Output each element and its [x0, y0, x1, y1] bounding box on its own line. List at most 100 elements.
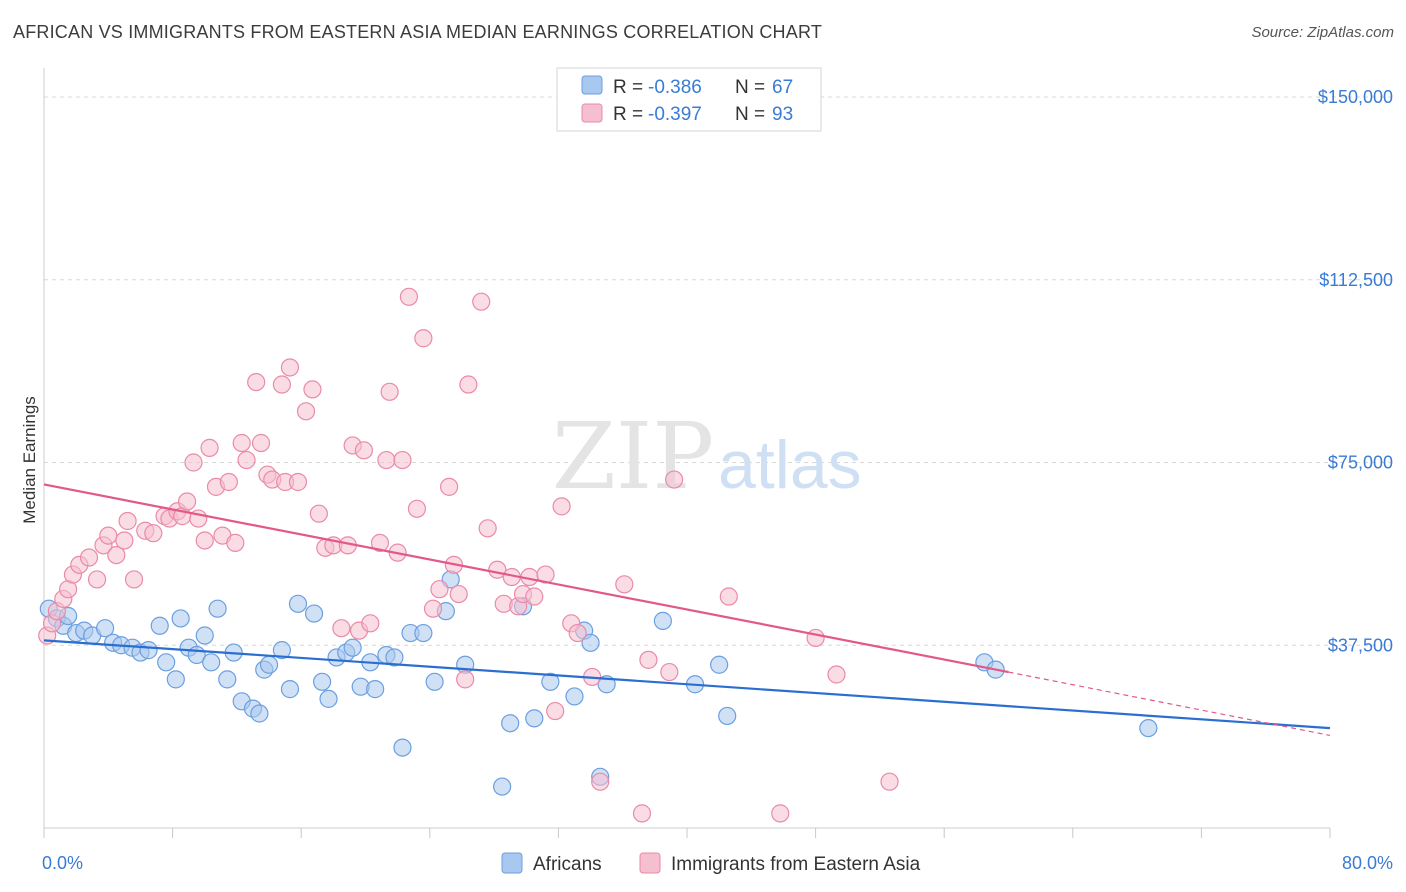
trend-line-1: [43, 483, 1009, 674]
immigrants-point-90: [827, 665, 846, 684]
immigrants-point-29: [226, 533, 245, 553]
immigrants-point-87: [719, 587, 738, 606]
immigrants-point-39: [288, 472, 308, 492]
immigrants-point-88: [771, 804, 790, 823]
africans-point-60: [653, 611, 672, 630]
y-tick-label-1: $75,000: [1328, 453, 1393, 473]
immigrants-point-84: [639, 650, 658, 669]
africans-point-55: [565, 687, 584, 706]
legend-r-value-2: -0.397: [648, 104, 702, 125]
immigrants-point-24: [195, 531, 214, 550]
immigrants-point-14: [124, 570, 144, 589]
immigrants-point-81: [591, 772, 610, 791]
immigrants-point-49: [354, 441, 373, 460]
africans-point-12: [139, 641, 158, 660]
trend-line-0: [43, 639, 1331, 730]
series-legend-swatch-africans: [501, 852, 523, 874]
immigrants-point-55: [393, 450, 412, 470]
africans-point-20: [202, 653, 221, 672]
immigrants-point-82: [615, 575, 634, 594]
immigrants-point-30: [232, 433, 251, 453]
africans-point-46: [425, 672, 444, 691]
x-tick-label-max: 80.0%: [1342, 853, 1393, 873]
africans-point-33: [312, 672, 332, 691]
chart-title: AFRICAN VS IMMIGRANTS FROM EASTERN ASIA …: [13, 22, 823, 42]
immigrants-point-57: [407, 499, 427, 518]
immigrants-point-86: [665, 470, 684, 489]
immigrants-point-91: [880, 772, 899, 791]
legend-n-value-2: 93: [772, 104, 793, 125]
immigrants-point-56: [399, 287, 419, 306]
y-tick-label-3: $150,000: [1318, 87, 1393, 107]
immigrants-point-67: [478, 519, 497, 538]
legend-r-label-1: R =: [613, 77, 643, 98]
legend-r-value-1: -0.386: [648, 77, 702, 98]
x-axis-ticks: [43, 828, 1331, 838]
immigrants-point-38: [280, 358, 300, 377]
africans-point-62: [710, 655, 729, 674]
immigrants-point-61: [439, 477, 459, 496]
y-axis-label: Median Earnings: [20, 396, 39, 524]
legend-swatch-africans: [581, 75, 603, 95]
legend-n-label-2: N =: [735, 104, 765, 125]
series-legend-label-immigrants: Immigrants from Eastern Asia: [671, 854, 921, 875]
y-tick-label-2: $112,500: [1319, 270, 1393, 290]
immigrants-point-42: [309, 504, 328, 523]
immigrants-point-74: [525, 587, 544, 606]
y-tick-label-0: $37,500: [1328, 635, 1393, 655]
immigrants-point-10: [99, 526, 118, 545]
africans-point-28: [259, 655, 279, 674]
africans-point-53: [525, 709, 544, 728]
series-legend-swatch-immigrants: [639, 852, 661, 874]
immigrants-point-22: [184, 453, 203, 472]
africans-point-26: [250, 704, 269, 723]
africans-point-30: [280, 680, 300, 699]
gridlines: [44, 96, 1395, 646]
immigrants-point-36: [272, 375, 292, 394]
y-axis-tick-labels: $37,500 $75,000 $112,500 $150,000: [1318, 87, 1393, 655]
watermark-zip: ZIP: [552, 403, 714, 510]
africans-point-14: [157, 653, 176, 672]
series-immigrants-eastern-asia: [38, 287, 899, 823]
immigrants-point-50: [361, 614, 380, 633]
immigrants-point-65: [459, 375, 478, 394]
africans-point-13: [150, 616, 169, 635]
africans-point-7: [95, 619, 115, 638]
immigrants-point-33: [251, 433, 271, 453]
immigrants-point-85: [660, 662, 679, 682]
africans-point-45: [414, 623, 433, 643]
immigrants-point-16: [144, 524, 163, 543]
immigrants-point-41: [303, 380, 322, 399]
africans-point-57: [581, 633, 600, 652]
immigrants-point-52: [377, 450, 396, 470]
africans-point-63: [718, 706, 737, 726]
africans-point-16: [171, 609, 190, 628]
series-legend-label-africans: Africans: [533, 854, 602, 875]
immigrants-point-32: [247, 372, 266, 392]
legend-swatch-immigrants: [581, 103, 603, 123]
immigrants-point-83: [632, 804, 652, 823]
africans-point-15: [166, 670, 185, 689]
immigrants-point-45: [332, 619, 351, 638]
immigrants-point-60: [430, 580, 449, 599]
watermark: ZIP atlas: [552, 403, 862, 510]
africans-point-51: [501, 714, 520, 733]
africans-point-19: [195, 626, 214, 645]
immigrants-point-66: [472, 292, 491, 311]
immigrants-point-12: [115, 531, 134, 550]
immigrants-point-21: [177, 492, 197, 511]
correlation-legend: R = -0.386 N = 67 R = -0.397 N = 93: [556, 67, 822, 132]
trend-line-extension-1: [1008, 671, 1331, 736]
africans-point-37: [343, 638, 362, 657]
immigrants-point-89: [806, 628, 825, 648]
africans-point-43: [393, 738, 412, 757]
immigrants-point-79: [568, 623, 587, 643]
immigrants-point-76: [546, 701, 565, 721]
immigrants-point-11: [107, 545, 126, 565]
africans-point-32: [304, 604, 324, 623]
immigrants-point-51: [370, 533, 390, 553]
immigrants-point-77: [552, 497, 571, 516]
africans-point-34: [319, 689, 338, 708]
immigrants-point-28: [219, 472, 238, 492]
